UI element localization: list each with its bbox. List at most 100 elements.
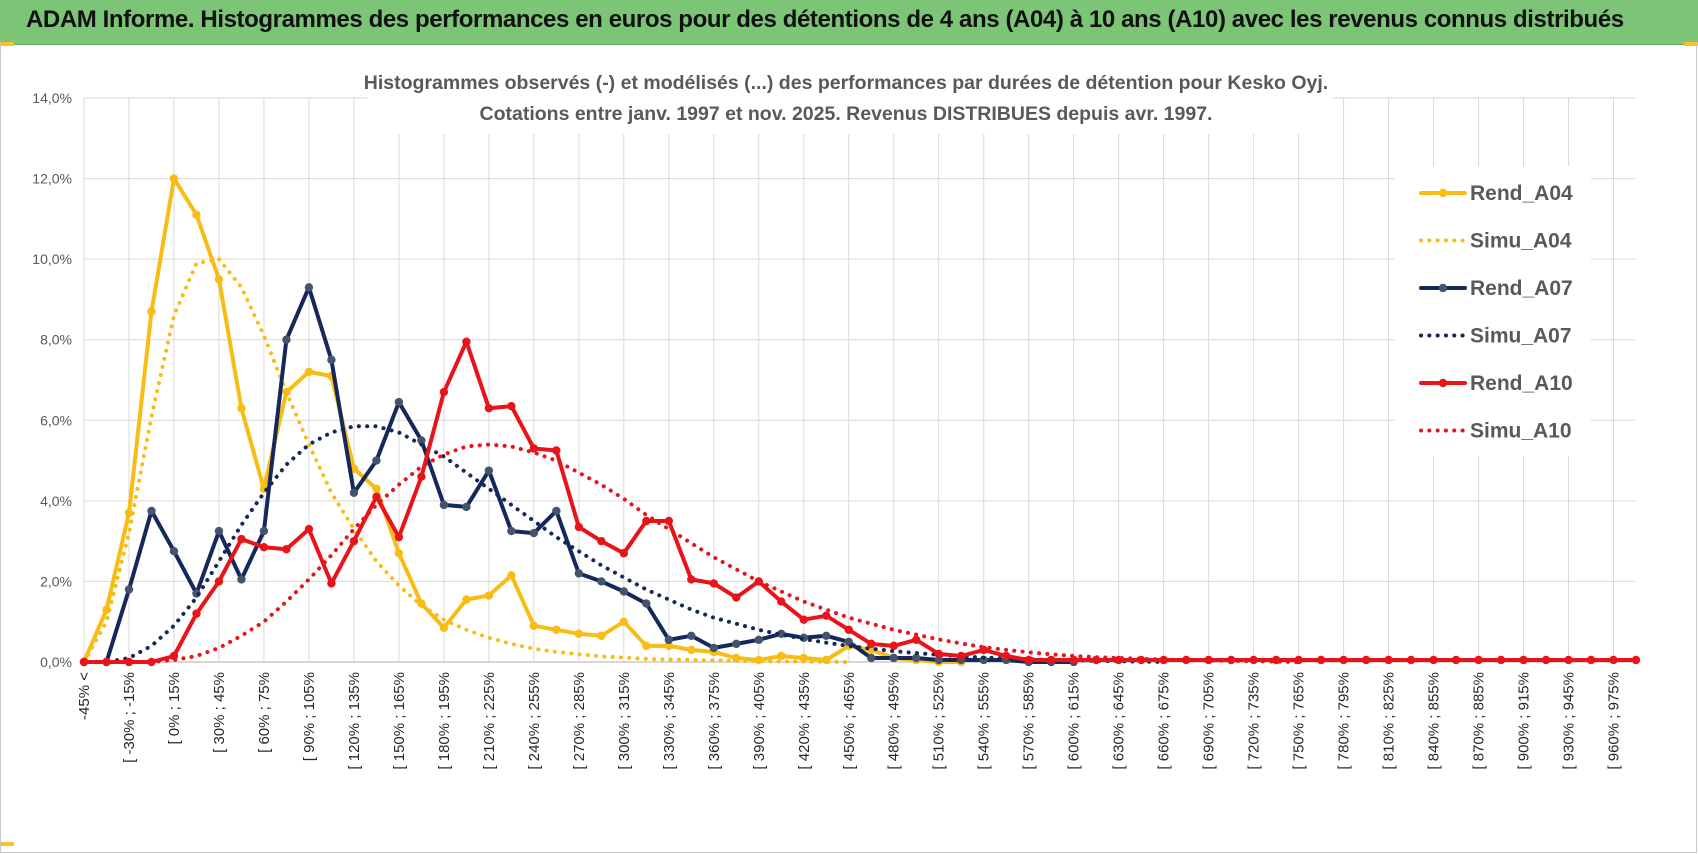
y-tick-label: 12,0% [32,171,72,187]
x-tick-label: [ 30% ; 45% [211,672,228,753]
legend-item-simu-a07: Simu_A07 [1419,325,1572,348]
data-point-rend-a10 [1339,655,1348,665]
data-point-rend-a04 [529,621,539,630]
y-axis: 0,0% 2,0% 4,0% 6,0% 8,0% 10,0% 12,0% 14,0% [32,90,72,670]
data-point-rend-a07 [867,653,876,663]
data-point-rend-a10 [372,492,381,502]
series-line-simu-a10 [82,442,1301,664]
legend-label-simu-a10: Simu_A10 [1470,420,1572,443]
series-line-rend-a10 [82,339,1638,664]
x-tick-label: [ 720% ; 735% [1246,672,1263,770]
data-point-rend-a04 [777,651,786,661]
legend-label-rend-a10: Rend_A10 [1470,372,1573,395]
data-point-rend-a04 [799,653,808,663]
data-point-rend-a10 [237,534,246,544]
series-rend-a10 [79,337,1641,667]
data-point-rend-a10 [394,532,404,542]
x-tick-label: [ 600% ; 615% [1066,672,1083,770]
data-point-rend-a07 [147,506,156,516]
data-point-rend-a10 [619,549,629,558]
data-point-rend-a10 [844,625,853,634]
y-tick-label: 0,0% [40,654,72,670]
data-point-rend-a10 [1541,655,1551,665]
x-axis: -45% < [ -30% ; -15% [ 0% ; 15% [ 30% ; 45%… [76,672,1623,770]
data-point-rend-a07 [912,653,921,663]
data-point-rend-a04 [439,623,449,632]
data-point-rend-a07 [934,655,943,665]
legend-marker-rend-a10 [1438,378,1448,388]
legend-item-simu-a10: Simu_A10 [1419,420,1572,443]
x-tick-label: [ 570% ; 585% [1021,672,1038,770]
series-simu-a04 [82,257,851,664]
y-tick-label: 4,0% [40,493,72,509]
data-point-rend-a07 [732,639,741,649]
x-tick-label: [ 150% ; 165% [391,672,408,770]
data-point-rend-a07 [574,569,584,578]
legend-item-rend-a04: Rend_A04 [1419,182,1573,205]
data-point-rend-a10 [1429,655,1438,665]
data-point-rend-a10 [912,635,921,645]
data-point-rend-a10 [124,657,134,667]
data-point-rend-a10 [1361,655,1371,665]
data-point-rend-a07 [777,629,786,638]
x-tick-label: [ 300% ; 315% [616,672,633,770]
header-banner: ADAM Informe. Histogrammes des performan… [0,0,1698,45]
series-simu-a10 [82,442,1301,664]
chart-title-line1: Histogrammes observés (-) et modélisés (… [364,72,1328,94]
data-point-rend-a10 [1384,655,1393,665]
legend-label-rend-a07: Rend_A07 [1470,277,1573,300]
x-tick-label: [ 60% ; 75% [256,672,273,753]
data-point-rend-a04 [462,595,471,604]
data-point-rend-a04 [214,275,224,284]
x-tick-label: [ 510% ; 525% [931,672,948,770]
data-point-rend-a07 [394,397,404,407]
data-point-rend-a10 [642,516,651,526]
data-point-rend-a10 [552,446,561,455]
chart-title: Histogrammes observés (-) et modélisés (… [364,64,1332,134]
data-point-rend-a07 [169,547,179,556]
x-tick-label: [ 960% ; 975% [1606,672,1623,770]
data-point-rend-a10 [777,597,786,606]
series-simu-a07 [82,424,1166,664]
x-tick-label: [ 420% ; 435% [796,672,813,770]
data-point-rend-a10 [282,545,291,554]
x-tick-label: [ 450% ; 465% [841,672,858,770]
data-point-rend-a10 [709,579,718,588]
data-point-rend-a10 [1024,655,1033,665]
data-point-rend-a04 [664,641,674,651]
data-point-rend-a10 [1316,655,1326,665]
data-point-rend-a07 [822,631,831,641]
data-point-rend-a10 [732,593,741,602]
data-point-rend-a10 [664,516,674,526]
data-point-rend-a10 [1069,655,1078,665]
x-tick-label: [ 540% ; 555% [976,672,993,770]
data-point-rend-a04 [642,641,651,651]
data-point-rend-a04 [372,484,381,493]
data-point-rend-a10 [1631,655,1641,665]
data-point-rend-a10 [867,639,876,649]
series-line-simu-a07 [82,424,1166,664]
chart-title-background [368,64,1332,134]
data-point-rend-a10 [1474,655,1483,665]
data-point-rend-a07 [349,488,359,497]
data-point-rend-a10 [214,577,224,586]
data-point-rend-a10 [1046,655,1056,665]
data-point-rend-a07 [372,456,381,465]
data-point-rend-a10 [822,611,831,620]
legend-background [1395,166,1591,456]
data-point-rend-a07 [327,355,336,365]
x-tick-label: [ 390% ; 405% [751,672,768,770]
data-point-rend-a10 [687,575,696,584]
x-tick-label: [ 900% ; 915% [1516,672,1533,770]
data-point-rend-a07 [619,587,629,596]
x-tick-label: [ 120% ; 135% [346,672,363,770]
data-point-rend-a04 [484,591,494,600]
data-point-rend-a04 [552,625,561,634]
data-point-rend-a07 [282,335,291,344]
data-point-rend-a10 [1181,655,1191,665]
data-point-rend-a10 [957,651,966,661]
data-point-rend-a07 [304,283,314,292]
y-tick-label: 8,0% [40,332,72,348]
data-point-rend-a04 [687,645,696,655]
data-point-rend-a07 [664,635,674,645]
